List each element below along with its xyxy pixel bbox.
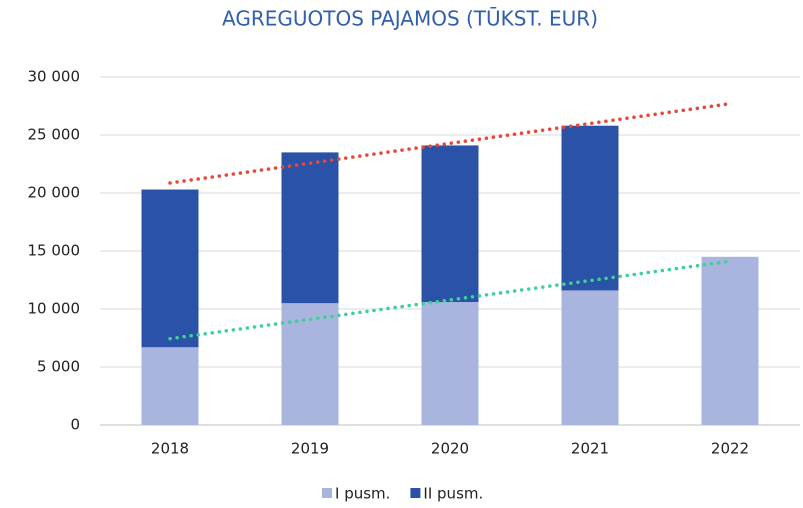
legend-swatch bbox=[410, 488, 421, 498]
legend-swatch bbox=[322, 488, 332, 498]
x-tick-label: 2018 bbox=[151, 440, 189, 458]
bar-segment bbox=[141, 347, 199, 425]
bar-segment bbox=[561, 290, 619, 425]
bar-segment bbox=[421, 145, 479, 303]
bar-segment bbox=[701, 256, 759, 425]
bar-segment bbox=[421, 302, 479, 425]
x-tick-label: 2019 bbox=[291, 440, 329, 458]
trendline bbox=[168, 259, 732, 341]
y-tick-label: 10 000 bbox=[28, 300, 81, 318]
x-tick-label: 2021 bbox=[571, 440, 609, 458]
y-tick-label: 25 000 bbox=[28, 126, 81, 144]
bar-segment bbox=[281, 303, 339, 425]
y-tick-label: 15 000 bbox=[28, 242, 81, 260]
y-tick-label: 20 000 bbox=[28, 184, 81, 202]
bar-segment bbox=[561, 125, 619, 291]
x-tick-label: 2020 bbox=[431, 440, 469, 458]
trendline bbox=[168, 101, 732, 185]
legend-label: II pusm. bbox=[423, 485, 483, 503]
y-tick-label: 0 bbox=[70, 416, 80, 434]
y-tick-label: 5 000 bbox=[37, 358, 80, 376]
x-tick-label: 2022 bbox=[711, 440, 749, 458]
legend-label: I pusm. bbox=[335, 485, 390, 503]
chart-title: AGREGUOTOS PAJAMOS (TŪKST. EUR) bbox=[222, 7, 598, 31]
bar-segment bbox=[141, 189, 199, 348]
bar-segment bbox=[281, 152, 339, 304]
y-tick-label: 30 000 bbox=[28, 68, 81, 86]
